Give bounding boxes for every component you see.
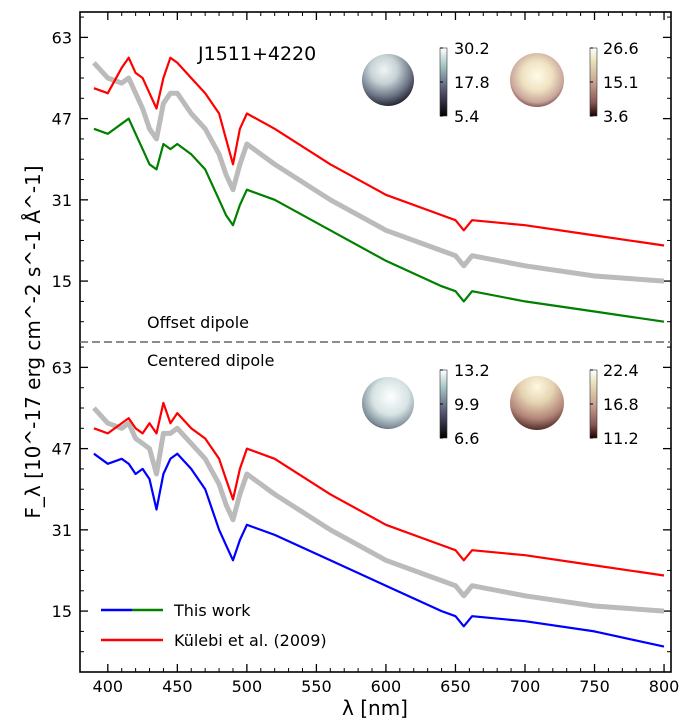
colorbar-tick: 30.2 [454, 39, 490, 58]
series-observed-spectrum-panel-1 [92, 61, 665, 284]
colorbar-tick: 16.8 [603, 395, 639, 414]
colorbar-tick: 3.6 [603, 107, 628, 126]
y-tick-label: 63 [52, 358, 72, 377]
y-tick-label: 47 [52, 110, 72, 129]
x-tick-label: 650 [440, 677, 471, 696]
x-tick-label: 700 [510, 677, 541, 696]
legend: This work Külebi et al. (2009) [101, 601, 327, 650]
x-axis-title: λ [nm] [342, 696, 408, 720]
series-k-lebi-et-al-2009--panel-1 [93, 56, 665, 247]
x-tick-label: 500 [232, 677, 263, 696]
y-tick-label: 31 [52, 521, 72, 540]
series-this-work-panel-2 [93, 452, 665, 648]
x-tick-label: 800 [649, 677, 680, 696]
y-axis-title: F_λ [10^-17 erg cm^-2 s^-1 Å^-1] [21, 165, 45, 518]
panel-label-offset-dipole: Offset dipole [147, 313, 249, 332]
sphere-pink-centered [510, 376, 564, 430]
sphere-bone-centered [362, 377, 414, 429]
svg-text:F_λ [10^-17 erg cm^-2 s^-1 Å^-: F_λ [10^-17 erg cm^-2 s^-1 Å^-1] [21, 165, 45, 518]
y-tick-label: 15 [52, 272, 72, 291]
x-tick-label: 600 [371, 677, 402, 696]
colorbar-tick: 13.2 [454, 361, 490, 380]
colorbar-tick: 5.4 [454, 107, 479, 126]
chart-title: J1511+4220 [197, 43, 316, 65]
colorbar-tick: 9.9 [454, 395, 479, 414]
legend-label-kulebi: Külebi et al. (2009) [174, 631, 327, 650]
panel-label-centered-dipole: Centered dipole [147, 351, 274, 370]
spectrum-series [92, 56, 665, 648]
y-tick-label: 47 [52, 440, 72, 459]
x-tick-label: 750 [579, 677, 610, 696]
y-tick-label: 31 [52, 191, 72, 210]
colorbar-tick: 22.4 [603, 361, 639, 380]
legend-label-this-work: This work [173, 601, 251, 620]
x-ticks: 400 450 500 550 600 650 700 750 800 [93, 12, 680, 696]
series-this-work-panel-1 [93, 117, 665, 323]
colorbar-tick: 6.6 [454, 429, 479, 448]
colorbar-tick: 15.1 [603, 73, 639, 92]
sphere-group-offset: 30.2 17.8 5.4 26.6 15.1 3.6 [362, 39, 639, 126]
sphere-group-centered: 13.2 9.9 6.6 22.4 16.8 11.2 [362, 361, 639, 448]
colorbar-tick: 11.2 [603, 429, 639, 448]
x-tick-label: 400 [93, 677, 124, 696]
y-tick-label: 15 [52, 602, 72, 621]
x-tick-label: 450 [162, 677, 193, 696]
sphere-pink-offset [510, 53, 564, 107]
x-tick-label: 550 [301, 677, 332, 696]
colorbar-tick: 26.6 [603, 39, 639, 58]
series-observed-spectrum-panel-2 [92, 406, 665, 614]
colorbar-tick: 17.8 [454, 73, 490, 92]
sphere-bone-offset [362, 54, 414, 106]
series-k-lebi-et-al-2009--panel-2 [93, 401, 665, 577]
y-ticks: 15 31 47 63 15 31 47 63 [52, 16, 671, 653]
y-tick-label: 63 [52, 28, 72, 47]
